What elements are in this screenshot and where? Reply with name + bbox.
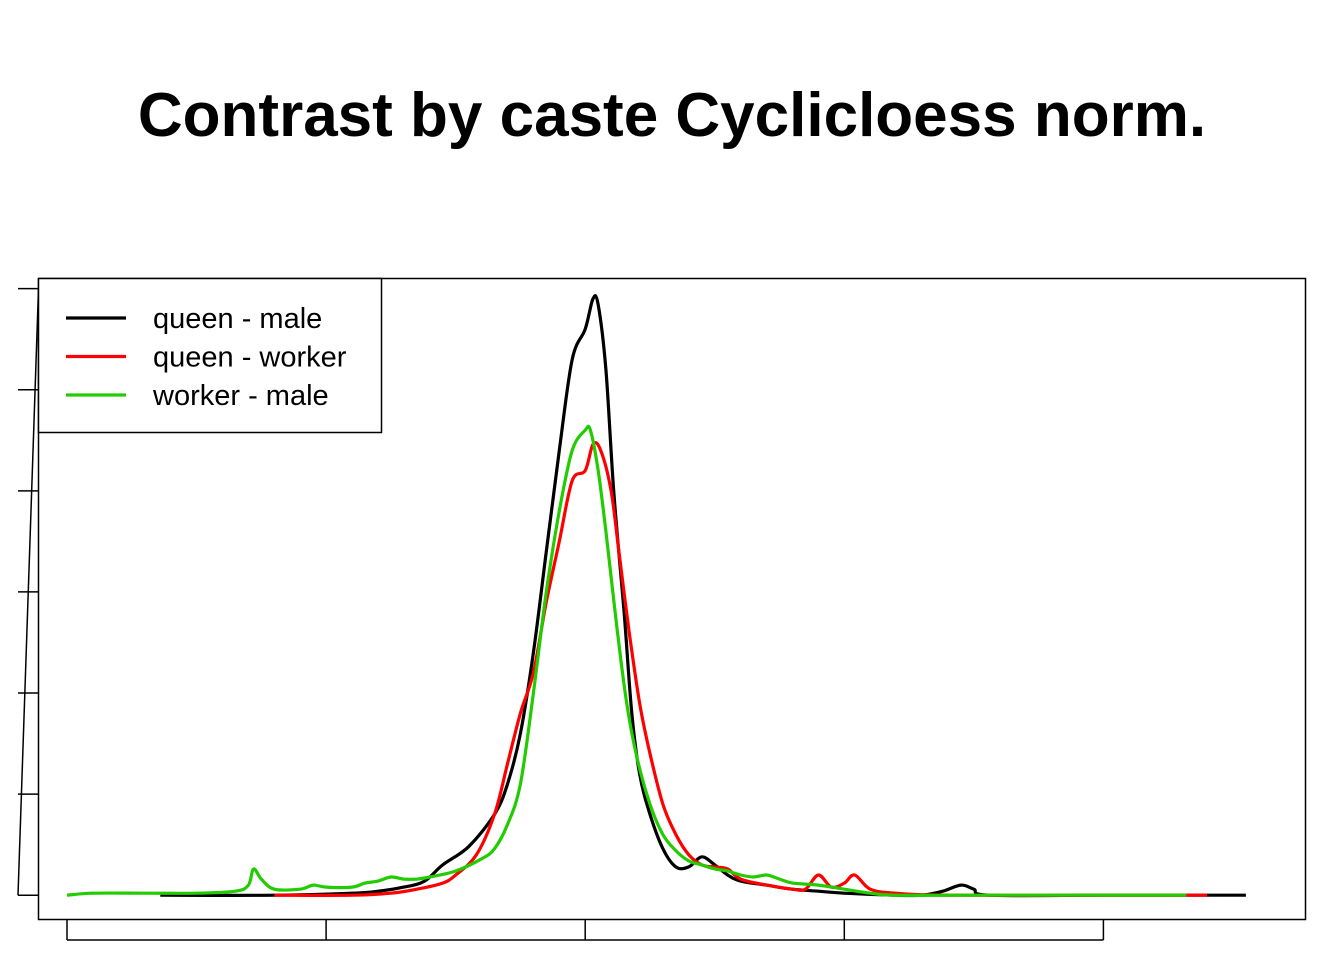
plot-frame: [37, 277, 1307, 921]
series-lines: [66, 294, 1246, 898]
legend: queen - male queen - worker worker - male: [37, 277, 383, 434]
legend-label-1: queen - worker: [153, 342, 347, 374]
legend-label-2: worker - male: [152, 380, 329, 412]
x-axis: [66, 919, 1105, 941]
y-axis: [17, 287, 40, 896]
series-line-1: [274, 441, 1207, 897]
chart-title: Contrast by caste Cyclicloess norm.: [138, 81, 1206, 150]
series-line-2: [66, 424, 1187, 897]
legend-label-0: queen - male: [153, 303, 322, 335]
